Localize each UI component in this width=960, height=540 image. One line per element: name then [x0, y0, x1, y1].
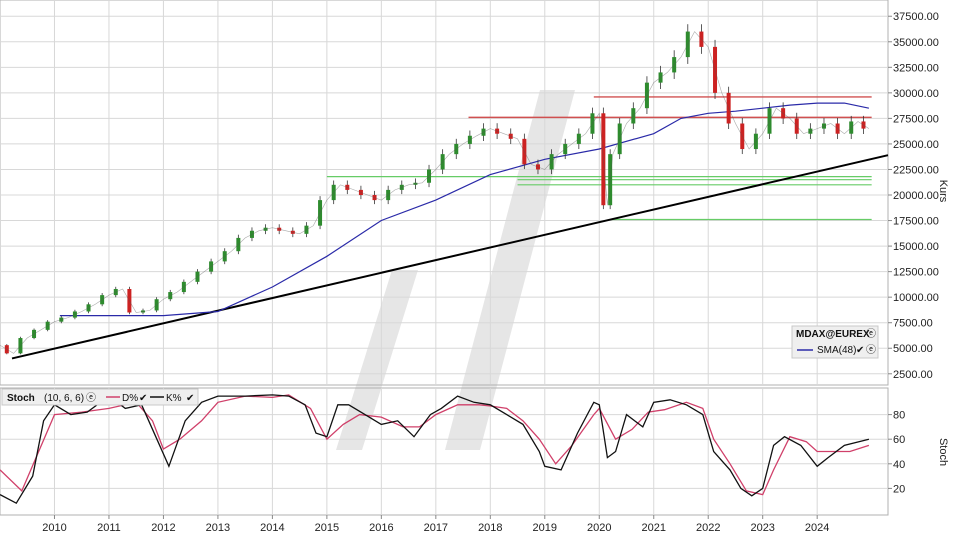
price-y-tick-label: 15000.00: [893, 241, 939, 253]
stoch-d-line: [0, 394, 870, 496]
price-grid: [0, 0, 888, 384]
x-tick-label: 2016: [369, 522, 393, 534]
stoch-panel: 20 40 60 80 Stoch: [0, 387, 949, 516]
stoch-y-tick-label: 20: [893, 483, 905, 495]
price-legend: MDAX@EUREX ⓔ SMA(48) ✔ ⓔ: [791, 325, 879, 359]
legend-sma-settings-icon[interactable]: ⓔ: [866, 344, 876, 356]
x-tick-label: 2012: [151, 522, 175, 534]
x-tick-label: 2013: [206, 522, 230, 534]
price-y-tick-label: 25000.00: [893, 139, 939, 151]
stoch-legend-box: [1, 388, 199, 406]
stoch-k-check-icon[interactable]: ✔: [186, 393, 194, 404]
x-tick-label: 2011: [97, 522, 121, 534]
price-y-tick-label: 5000.00: [893, 343, 933, 355]
x-tick-label: 2020: [587, 522, 611, 534]
price-series: [0, 24, 870, 355]
x-tick-label: 2015: [315, 522, 339, 534]
price-panel: 2500.00 5000.00 7500.00 10000.00 12500.00 150…: [0, 0, 949, 386]
price-y-tick-label: 35000.00: [893, 37, 939, 49]
price-y-tick-label: 20000.00: [893, 190, 939, 202]
x-tick-label: 2023: [750, 522, 774, 534]
stoch-d-label: D%: [122, 393, 138, 404]
legend-instrument: MDAX@EUREX: [796, 329, 870, 340]
stoch-series: [0, 394, 870, 505]
stoch-params: (10, 6, 6): [44, 393, 84, 404]
price-y-tick-label: 12500.00: [893, 267, 939, 279]
price-y-tick-label: 32500.00: [893, 62, 939, 74]
price-y-tick-label: 37500.00: [893, 11, 939, 23]
price-y-tick-label: 27500.00: [893, 113, 939, 125]
price-y-tick-label: 7500.00: [893, 318, 933, 330]
x-tick-label: 2010: [42, 522, 66, 534]
x-tick-label: 2014: [260, 522, 284, 534]
legend-sma-check-icon[interactable]: ✔: [856, 345, 864, 356]
price-y-tick-label: 10000.00: [893, 292, 939, 304]
x-tick-label: 2017: [424, 522, 448, 534]
stoch-legend: Stoch (10, 6, 6) ⓔ D% ✔ K% ✔: [1, 388, 199, 406]
stoch-panel-frame: [0, 387, 889, 516]
stoch-k-line: [0, 394, 870, 505]
stoch-y-axis: 20 40 60 80: [888, 410, 905, 495]
x-tick-label: 2022: [696, 522, 720, 534]
stoch-title: Stoch: [7, 393, 35, 404]
price-y-axis-title: Kurs: [937, 180, 949, 203]
stoch-settings-icon[interactable]: ⓔ: [86, 392, 96, 404]
stoch-y-tick-label: 60: [893, 434, 905, 446]
sma-line: [59, 102, 870, 317]
trendline: [11, 154, 889, 360]
price-y-axis: 2500.00 5000.00 7500.00 10000.00 12500.00 150…: [888, 11, 939, 381]
x-tick-label: 2019: [533, 522, 557, 534]
price-y-tick-label: 2500.00: [893, 369, 933, 381]
x-tick-label: 2018: [478, 522, 502, 534]
x-tick-label: 2021: [642, 522, 666, 534]
stoch-y-tick-label: 40: [893, 459, 905, 471]
price-legend-box: [791, 325, 879, 359]
stoch-k-label: K%: [166, 393, 182, 404]
price-y-tick-label: 22500.00: [893, 164, 939, 176]
price-panel-frame: [0, 0, 889, 386]
legend-instrument-settings-icon[interactable]: ⓔ: [866, 328, 876, 340]
stoch-y-axis-title: Stoch: [937, 438, 949, 466]
price-line: [0, 31, 870, 354]
price-y-tick-label: 17500.00: [893, 216, 939, 228]
price-y-tick-label: 30000.00: [893, 88, 939, 100]
x-tick-label: 2024: [805, 522, 829, 534]
stoch-d-check-icon[interactable]: ✔: [139, 393, 147, 404]
price-lines: [11, 96, 889, 360]
stoch-y-tick-label: 80: [893, 410, 905, 422]
x-axis: 2010 2011 2012 2013 2014 2015 2016 2017 2018 2019…: [42, 515, 829, 534]
legend-sma-label: SMA(48): [817, 345, 856, 356]
